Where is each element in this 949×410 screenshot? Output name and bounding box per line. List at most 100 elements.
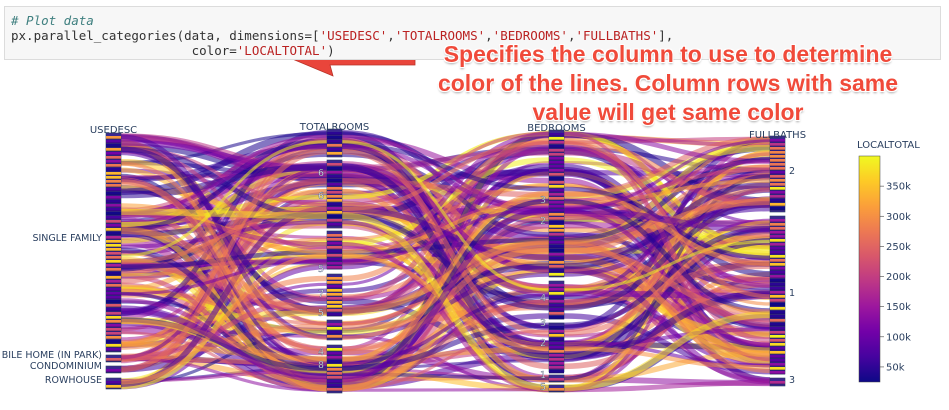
category-bar-segment [770, 367, 785, 370]
category-bar-segment [770, 235, 785, 238]
category-bar-segment [549, 201, 564, 204]
category-label: 3 [540, 195, 546, 206]
category-bar-segment [327, 266, 342, 269]
axis-totalrooms[interactable]: TOTALROOMS 6 6 5 7 5 4 8 [299, 122, 369, 394]
code-indent [11, 43, 192, 58]
category-bar-segment [549, 257, 564, 260]
axis-bedrooms[interactable]: BEDROOMS 3 2 4 3 2 15 [527, 123, 586, 393]
category-bar-segment [549, 338, 564, 341]
colorbar-gradient [858, 155, 881, 383]
category-bar-segment [106, 332, 121, 335]
category-bar-segment [770, 279, 785, 282]
colorbar-tick-label: 50k [886, 362, 905, 373]
category-bar-segment [770, 247, 785, 250]
code-cell[interactable]: # Plot data px.parallel_categories(data,… [4, 6, 941, 60]
category-bar-segment [549, 245, 564, 248]
category-bar-segment [327, 285, 342, 288]
category-bar-segment [549, 300, 564, 303]
axis-fullbaths[interactable]: FULLBATHS 2 1 3 [749, 130, 806, 387]
axis-usedesc[interactable]: USEDESC SINGLE FAMILY BILE HOME (IN PARK)C… [2, 125, 137, 390]
category-bar-segment [770, 239, 785, 242]
ribbon-path[interactable] [120, 208, 771, 391]
ribbon-path[interactable] [120, 190, 771, 363]
ribbon-path[interactable] [120, 253, 771, 385]
ribbon-path[interactable] [120, 141, 771, 360]
category-bar-segment [549, 149, 564, 152]
category-bar-segment [327, 191, 342, 194]
category-bar-segment [106, 180, 121, 183]
category-bar-segment [770, 339, 785, 342]
ribbon-path[interactable] [120, 140, 771, 292]
category-bar-segment [770, 231, 785, 234]
axes-layer: USEDESC SINGLE FAMILY BILE HOME (IN PARK)C… [2, 122, 806, 394]
category-bar-segment [549, 169, 564, 172]
category-bar-segment [549, 358, 564, 361]
category-bar-segment [770, 275, 785, 278]
category-bar-segment [770, 143, 785, 146]
ribbon-path[interactable] [120, 205, 771, 387]
category-bar-segment [549, 334, 564, 337]
code-color-kw: color= [191, 43, 237, 58]
category-bar-segment [770, 323, 785, 326]
category-bar-segment [549, 249, 564, 252]
category-label: 8 [318, 360, 324, 371]
category-bar-segment [106, 196, 121, 199]
category-bar-segment [770, 299, 785, 302]
category-bar-segment [770, 283, 785, 286]
category-bar-segment [327, 380, 342, 383]
category-bar-segment [770, 363, 785, 366]
category-label: 5 [318, 308, 324, 319]
category-bar-segment [106, 292, 121, 295]
category-bar-segment [327, 152, 342, 155]
category-bar-segment [106, 272, 121, 275]
category-bar-segment [549, 292, 564, 295]
category-bar-segment [327, 301, 342, 304]
category-bar-segment [327, 384, 342, 387]
ribbon-path[interactable] [120, 207, 771, 380]
category-bar-segment [770, 351, 785, 354]
category-bar-segment [549, 137, 564, 140]
category-bar-segment [106, 212, 121, 215]
category-bar-segment [106, 280, 121, 283]
category-bar-segment [106, 320, 121, 323]
category-bar-segment [106, 324, 121, 327]
annotation-line-2: color of the lines. Column rows with sam… [437, 70, 899, 96]
category-bar-segment [106, 344, 121, 347]
category-bar-segment [327, 364, 342, 367]
category-bar-segment [549, 221, 564, 224]
category-bar-segment [549, 217, 564, 220]
category-bar-segment [770, 163, 785, 166]
category-bar-segment [327, 254, 342, 257]
category-bar-segment [327, 215, 342, 218]
category-label: 6 [318, 191, 324, 202]
category-label: 3 [789, 375, 795, 386]
colorbar-tick-label: 100k [886, 332, 911, 343]
category-bar-segment [770, 327, 785, 330]
colorbar-tick-label: 250k [886, 242, 911, 253]
category-bar-segment [327, 289, 342, 292]
category-bar-segment [549, 241, 564, 244]
category-bar-segment [549, 173, 564, 176]
category-bar-segment [549, 253, 564, 256]
category-bar-segment [106, 144, 121, 147]
category-bar-segment [106, 381, 121, 384]
category-bar-segment [327, 148, 342, 151]
category-bar-segment [549, 161, 564, 164]
category-bar-segment [327, 262, 342, 265]
category-bar-segment [327, 388, 342, 391]
ribbon-path[interactable] [120, 139, 771, 296]
category-bar-segment [549, 225, 564, 228]
category-label: 1 [789, 288, 795, 299]
category-bar-segment [549, 326, 564, 329]
category-label: 1 [540, 370, 546, 381]
colorbar-tick-label: 200k [886, 272, 911, 283]
category-bar-segment [770, 307, 785, 310]
category-bar-segment [106, 176, 121, 179]
ribbon-path[interactable] [120, 149, 771, 372]
category-bar-segment [106, 328, 121, 331]
category-bar-segment [327, 356, 342, 359]
category-label: 6 [318, 168, 324, 179]
category-bar-segment [106, 232, 121, 235]
category-bar-segment [549, 229, 564, 232]
category-bar-segment [106, 240, 121, 243]
